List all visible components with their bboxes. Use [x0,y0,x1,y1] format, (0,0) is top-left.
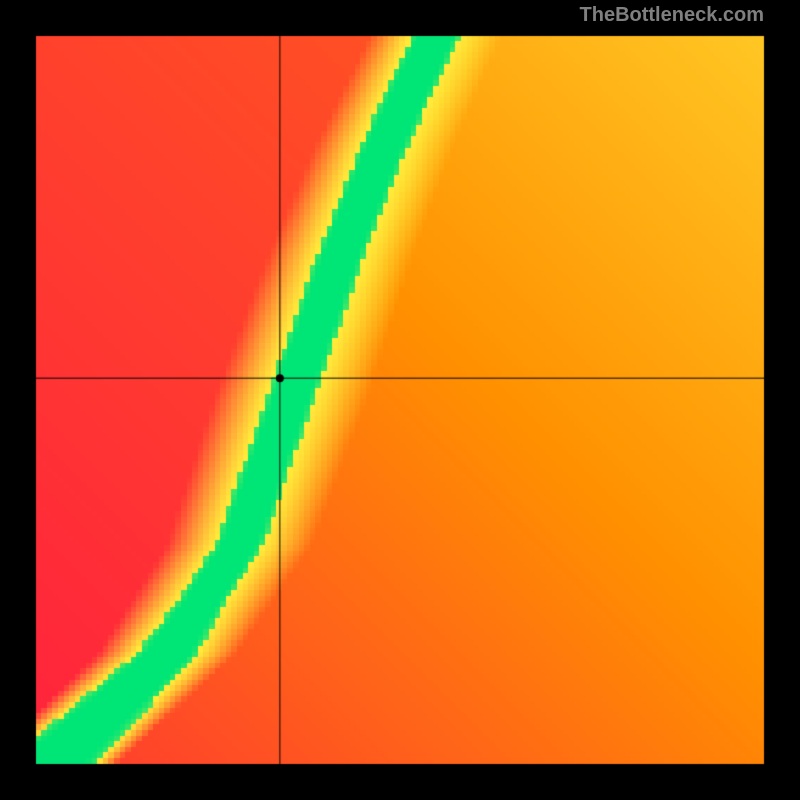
heatmap-canvas [0,0,800,800]
watermark-text: TheBottleneck.com [580,4,764,27]
chart-container: TheBottleneck.com [0,0,800,800]
